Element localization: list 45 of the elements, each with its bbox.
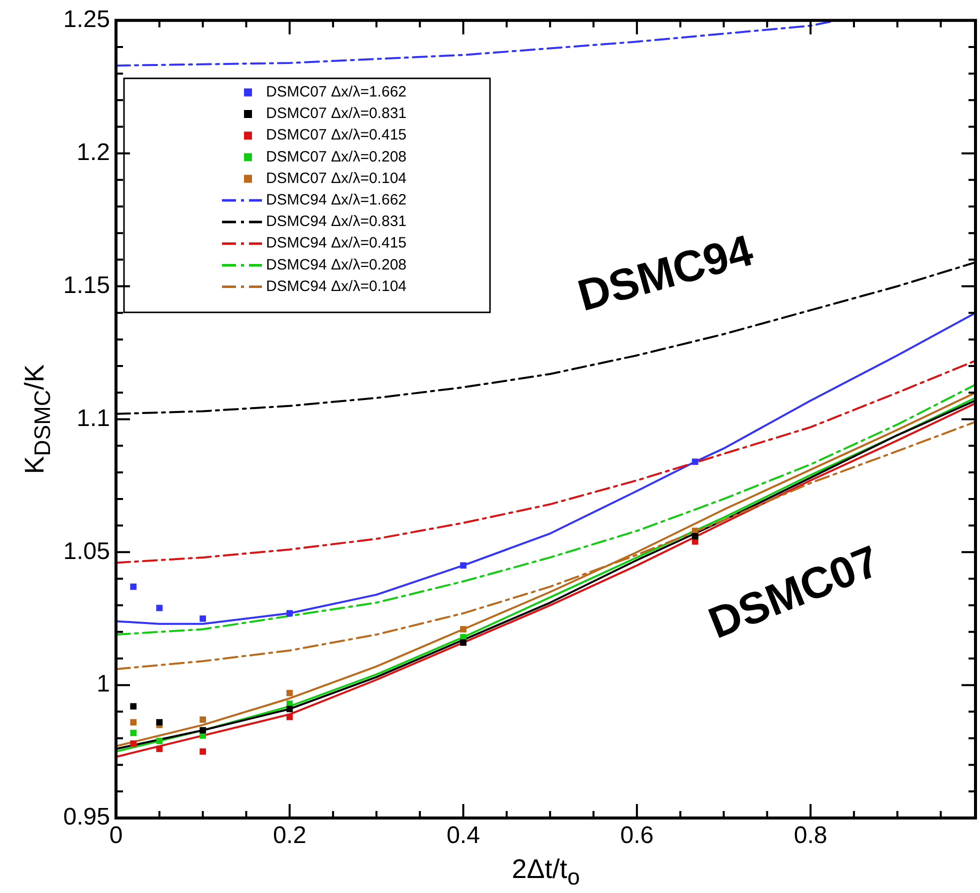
x-tick-label: 0.8 [794,822,828,850]
y-tick-label: 1.25 [63,6,110,34]
legend-label: DSMC94 Δx/λ=0.104 [266,278,407,295]
point [130,703,137,710]
legend-label: DSMC07 Δx/λ=0.104 [266,170,407,187]
point [286,706,293,712]
x-tick-label: 0 [109,822,123,850]
point [200,615,206,622]
point [286,714,293,720]
point [130,730,137,736]
point [130,584,137,590]
y-tick-label: 1.2 [76,138,110,166]
point [200,727,206,734]
point [156,738,163,744]
y-tick-label: 1 [96,670,110,698]
point [692,533,698,540]
legend-label: DSMC07 Δx/λ=0.831 [266,105,407,122]
y-tick-label: 1.15 [63,272,110,299]
legend-label: DSMC94 Δx/λ=0.415 [266,234,407,252]
point [460,626,466,632]
point [200,748,206,755]
y-tick-label: 1.1 [76,404,110,432]
x-tick-label: 0.2 [272,822,306,850]
point [692,458,698,465]
y-tick-label: 0.95 [63,804,110,831]
y-tick-label: 1.05 [63,538,110,565]
x-axis-title: 2Δt/t$_{o}$ [512,854,580,890]
legend-label: DSMC94 Δx/λ=1.662 [266,192,407,209]
x-tick-label: 0.4 [446,822,480,850]
legend-label: DSMC07 Δx/λ=0.208 [266,148,407,166]
point [156,604,163,612]
point [130,719,137,726]
point [130,740,137,747]
point [200,716,206,723]
point [286,690,293,696]
legend-label: DSMC94 Δx/λ=0.208 [266,256,407,274]
legend-label: DSMC07 Δx/λ=0.415 [266,126,407,144]
point [156,719,163,726]
point [460,562,466,569]
point [156,746,163,752]
legend-label: DSMC94 Δx/λ=0.831 [266,213,407,230]
point [286,610,293,616]
x-tick-label: 0.6 [620,822,654,850]
legend-label: DSMC07 Δx/λ=1.662 [266,84,407,101]
line-series [116,384,976,636]
